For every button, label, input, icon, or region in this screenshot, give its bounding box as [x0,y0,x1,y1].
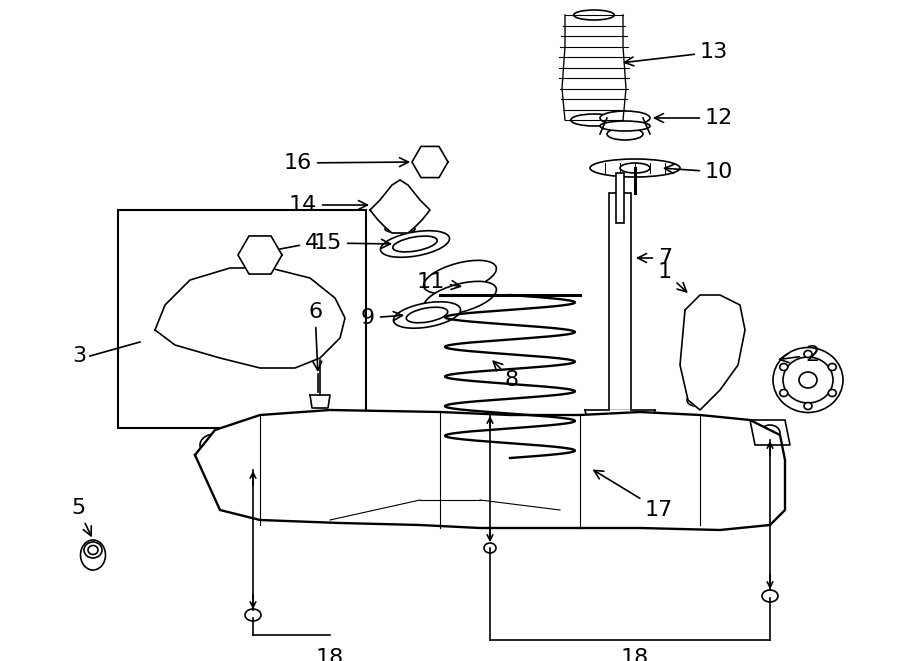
Text: 3: 3 [72,346,86,366]
Ellipse shape [620,163,650,173]
Ellipse shape [600,111,650,125]
Ellipse shape [799,372,817,388]
Ellipse shape [607,128,643,140]
Text: 9: 9 [361,308,402,328]
Polygon shape [195,410,785,530]
Ellipse shape [779,364,788,371]
Text: 17: 17 [594,471,673,520]
Ellipse shape [256,251,264,259]
Text: 10: 10 [664,162,734,182]
Ellipse shape [427,159,434,165]
Text: 18: 18 [621,648,649,661]
Polygon shape [680,295,745,410]
Polygon shape [412,147,448,178]
Text: 6: 6 [308,302,322,370]
Polygon shape [238,236,282,274]
Ellipse shape [88,545,98,555]
Bar [616,173,624,223]
Ellipse shape [381,231,449,257]
Ellipse shape [600,121,650,131]
Ellipse shape [783,357,833,403]
Polygon shape [310,395,330,408]
Ellipse shape [393,302,461,329]
Ellipse shape [592,445,604,455]
Ellipse shape [406,307,447,323]
Bar [118,210,366,428]
Ellipse shape [590,159,680,177]
Text: 12: 12 [654,108,733,128]
Text: 8: 8 [493,362,519,390]
Ellipse shape [245,609,261,621]
Ellipse shape [80,540,105,570]
Ellipse shape [385,211,415,219]
Ellipse shape [571,114,617,126]
Ellipse shape [804,350,812,358]
Polygon shape [750,420,790,445]
Text: 4: 4 [253,233,320,257]
Bar [609,193,631,410]
Ellipse shape [160,299,190,341]
Ellipse shape [704,335,716,345]
Ellipse shape [312,389,324,397]
Ellipse shape [484,543,496,553]
Ellipse shape [760,425,780,441]
Polygon shape [585,410,655,470]
Ellipse shape [779,389,788,397]
Ellipse shape [573,10,615,20]
Ellipse shape [424,282,497,315]
Ellipse shape [392,236,437,252]
Ellipse shape [747,439,777,461]
Ellipse shape [773,348,843,412]
Text: 7: 7 [637,248,672,268]
Text: 5: 5 [71,498,91,536]
Ellipse shape [424,260,497,293]
Text: 2: 2 [779,345,819,365]
Text: 14: 14 [289,195,367,215]
Ellipse shape [330,455,410,485]
Text: 11: 11 [417,272,461,292]
Ellipse shape [324,350,336,360]
Ellipse shape [319,346,341,364]
Ellipse shape [687,394,703,406]
Ellipse shape [311,374,325,386]
Text: 16: 16 [284,153,409,173]
Ellipse shape [166,307,184,332]
Ellipse shape [385,225,415,233]
Ellipse shape [804,403,812,410]
Polygon shape [155,268,345,368]
Ellipse shape [636,445,648,455]
Text: 13: 13 [625,42,728,66]
Ellipse shape [252,247,268,263]
Ellipse shape [762,590,778,602]
Ellipse shape [828,364,836,371]
Text: 1: 1 [658,262,687,292]
Text: 18: 18 [316,648,344,661]
Ellipse shape [200,434,230,456]
Ellipse shape [699,331,721,349]
Polygon shape [370,180,430,233]
Ellipse shape [84,542,102,558]
Ellipse shape [525,458,595,486]
Ellipse shape [423,155,437,169]
Ellipse shape [291,384,305,396]
Text: 15: 15 [313,233,391,253]
Ellipse shape [828,389,836,397]
Ellipse shape [385,218,415,226]
